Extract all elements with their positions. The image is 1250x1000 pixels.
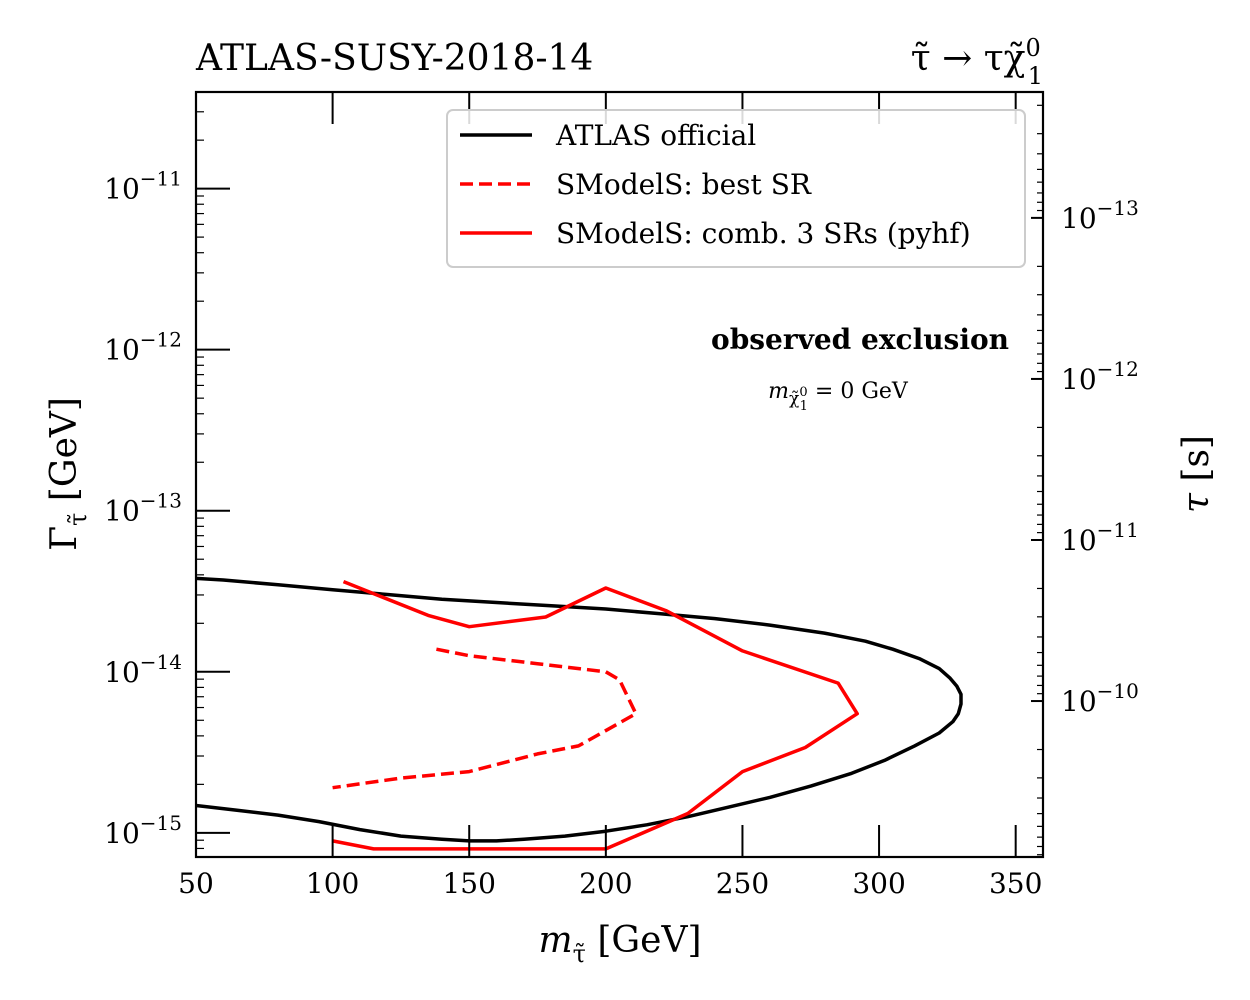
x-tick-label-200: 200 (579, 867, 632, 900)
annotation-neutralino-mass: mχ̃0 1 = 0 GeV (768, 379, 909, 414)
x-tick-label-250: 250 (716, 867, 769, 900)
y-tick-label--11: 10−11 (104, 167, 182, 206)
y2-tick-label--10: 10−10 (1061, 679, 1139, 718)
y2-tick-label--12: 10−12 (1061, 357, 1139, 396)
y-tick-label--13: 10−13 (104, 489, 182, 528)
legend-frame (446, 109, 1026, 268)
y-tick-label--12: 10−12 (104, 328, 182, 367)
x-tick-label-100: 100 (306, 867, 359, 900)
y-tick-label--15: 10−15 (104, 811, 182, 850)
y-tick-label--14: 10−14 (104, 650, 182, 689)
x-tick-label-350: 350 (989, 867, 1042, 900)
legend: ATLAS official SModelS: best SR SModelS:… (446, 109, 1026, 268)
y-axis-label: Γτ̃ [GeV] (44, 397, 92, 551)
axis-tick-labels: 50 100 150 200 250 300 350 10−15 10−14 10−13 10−12… (104, 167, 1139, 900)
series-line-0 (196, 576, 963, 843)
series-line-2 (332, 579, 859, 851)
annotation-observed-exclusion: observed exclusion (711, 323, 1009, 356)
legend-label-official: ATLAS official (555, 119, 756, 152)
y2-axis-label: τ [s] (1176, 435, 1217, 513)
y2-tick-label--13: 10−13 (1061, 196, 1139, 235)
y2-tick-label--11: 10−11 (1061, 518, 1139, 557)
legend-label-best-sr: SModelS: best SR (556, 168, 812, 201)
x-tick-label-50: 50 (178, 867, 214, 900)
chart-title-right: τ̃ → τχ̃0 1 (911, 34, 1043, 90)
x-tick-label-300: 300 (852, 867, 905, 900)
plot-frame (194, 90, 1045, 859)
legend-label-comb: SModelS: comb. 3 SRs (pyhf) (556, 217, 971, 250)
series-line-1 (332, 647, 638, 790)
curves-layer (196, 576, 963, 851)
chart-title-left: ATLAS-SUSY-2018-14 (195, 38, 593, 79)
x-axis-label: mτ̃ [GeV] (538, 920, 701, 968)
x-tick-label-150: 150 (442, 867, 495, 900)
